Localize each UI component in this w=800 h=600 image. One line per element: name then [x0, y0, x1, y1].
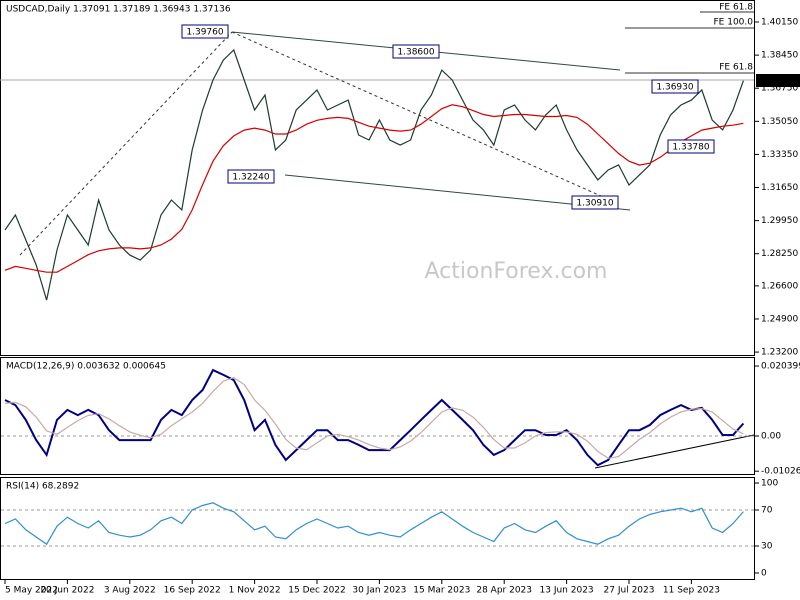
annotation-box	[651, 79, 699, 94]
y-tick-label: 1.28250	[761, 249, 798, 259]
annotation: 1.30910	[576, 199, 613, 209]
x-tick-label: 15 Mar 2023	[413, 586, 470, 596]
annotation: 1.33780	[672, 143, 709, 153]
x-tick-label: 16 Sep 2022	[164, 586, 221, 596]
y-tick-label: 1.38450	[761, 51, 798, 61]
fib-label: FE 100.0	[714, 18, 754, 28]
annotation-box	[181, 24, 229, 39]
panel-title: MACD(12,26,9) 0.003632 0.000645	[6, 362, 166, 372]
x-tick-label: 13 Jun 2023	[540, 586, 594, 596]
x-tick-label: 28 Apr 2023	[476, 586, 532, 596]
series-line	[4, 377, 744, 459]
y-tick-label: 100	[761, 479, 778, 489]
y-tick-label: 1.36750	[761, 84, 798, 94]
projection-line	[231, 31, 611, 201]
y-tick-label: 1.31650	[761, 183, 798, 193]
last-price-label: 1.37136	[760, 76, 797, 86]
last-price-box	[756, 74, 800, 87]
y-tick-label: 30	[761, 541, 773, 551]
x-tick-label: 15 Dec 2022	[288, 586, 346, 596]
x-tick-label: 27 Jul 2023	[604, 586, 655, 596]
x-tick-label: 20 Jun 2022	[40, 586, 94, 596]
y-tick-label: -0.01026	[761, 467, 800, 477]
annotation-box	[392, 44, 440, 59]
y-tick-label: 1.35050	[761, 117, 798, 127]
x-tick-label: 1 Nov 2022	[229, 586, 281, 596]
x-tick-label: 5 May 2022	[5, 586, 58, 596]
y-tick-label: 1.26600	[761, 281, 798, 291]
series-line	[4, 104, 744, 273]
x-tick-label: 11 Sep 2023	[663, 586, 720, 596]
y-tick-label: 1.40150	[761, 18, 798, 28]
annotation: 1.39760	[186, 28, 223, 38]
panel-title: RSI(14) 68.2892	[6, 482, 79, 492]
y-tick-label: 1.33350	[761, 150, 798, 160]
rsi-panel	[0, 477, 755, 580]
macd-trend-line	[594, 434, 755, 469]
watermark: ActionForex.com	[425, 259, 608, 284]
y-tick-label: 70	[761, 506, 773, 516]
y-tick-label: 1.23200	[761, 348, 798, 358]
annotation-box	[227, 169, 275, 184]
main-panel	[0, 0, 755, 356]
panel-title: USDCAD,Daily 1.37091 1.37189 1.36943 1.3…	[6, 5, 231, 15]
fib-label: FE 61.8	[719, 3, 753, 13]
series-line	[4, 368, 745, 467]
y-tick-label: 1.24900	[761, 314, 798, 324]
series-line	[4, 48, 744, 301]
y-tick-label: 0.020399	[761, 362, 800, 372]
x-tick-label: 30 Jan 2023	[352, 586, 406, 596]
annotation: 1.32240	[232, 173, 269, 183]
x-tick-label: 3 Aug 2022	[104, 586, 156, 596]
fib-label: FE 61.8	[719, 63, 753, 73]
annotation-box	[571, 195, 619, 210]
y-tick-label: 0.00	[761, 431, 781, 441]
macd-panel	[0, 357, 755, 475]
y-tick-label: 1.29950	[761, 216, 798, 226]
series-line	[4, 502, 744, 546]
annotation: 1.36930	[656, 83, 693, 93]
annotation-box	[667, 139, 715, 154]
annotation: 1.38600	[397, 48, 434, 58]
y-tick-label: 0	[761, 568, 767, 578]
